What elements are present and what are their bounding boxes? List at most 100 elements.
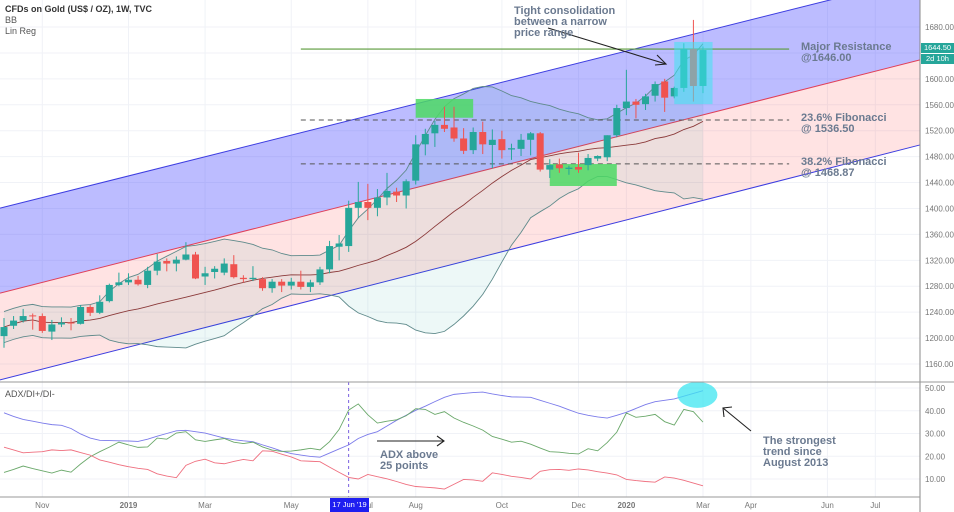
candle-body [364,202,372,208]
time-tick-label: May [284,501,299,510]
time-tick-label: 2019 [120,501,138,510]
series-diplus [3,403,704,474]
arrow-adx-head [436,435,445,447]
candle-body [278,281,286,286]
channel-middle-line [0,59,921,294]
candle-body [575,167,582,170]
time-tick-label: Mar [696,501,710,510]
candle-body [603,135,611,158]
candle-body [479,132,487,145]
annotation-fib236: 23.6% Fibonacci @ 1536.50 [801,112,887,135]
annotation-fib382: 38.2% Fibonacci @ 1468.87 [801,156,887,179]
time-tick-label: Jun [821,501,834,510]
annotation-adx: ADX above 25 points [380,449,439,472]
arrow-trend [722,407,752,432]
annotation-arrows [377,27,752,447]
time-tick-label: Oct [496,501,509,510]
candle-body [383,190,391,198]
candle-body [86,306,94,313]
bb-basis [3,121,704,328]
candle-body [402,181,410,196]
adx-tick-label: 30.00 [925,430,946,439]
adx-tick-label: 50.00 [925,384,946,393]
candle-body [105,284,113,302]
crosshair-date-label: 17 Jun '19 [330,498,369,512]
candle-body [67,322,75,324]
price-tick-label: 1520.00 [925,127,954,136]
price-tick-label: 1560.00 [925,101,954,110]
channel-lower-line [0,144,921,381]
time-tick-label: Jul [870,501,880,510]
symbol-title: CFDs on Gold (US$ / OZ), 1W, TVC [5,4,153,14]
series-diminus [3,446,704,490]
candle-body [134,279,142,285]
candle-body [498,139,506,151]
candle-body [230,264,238,278]
candle-body [57,322,65,325]
candle-body [527,133,535,140]
price-tick-label: 1200.00 [925,334,954,343]
candle-body [345,207,353,247]
bar-countdown: 2d 10h [921,53,954,64]
candle-body [201,273,209,277]
last-price: 1644.50 [923,43,952,52]
candle-body [144,270,152,285]
candle-body [211,268,219,272]
price-tick-label: 1480.00 [925,153,954,162]
price-tick-label: 1280.00 [925,282,954,291]
candle-body [297,281,305,287]
candle-body [220,263,228,273]
adx-panel [3,381,718,497]
time-tick-label: Mar [198,501,212,510]
candle-body [48,324,56,332]
annotation-resistance: Major Resistance @1646.00 [801,41,892,64]
candle-body [517,139,525,149]
adx-tick-label: 20.00 [925,452,946,461]
candle-body [182,254,190,260]
highlight-box [549,164,617,186]
series-adx [3,390,704,458]
candle-body [306,282,314,287]
price-tick-label: 1320.00 [925,256,954,265]
candle-body [259,279,267,289]
candle-body [622,101,630,109]
arrow-trend-head [722,406,733,418]
time-tick-label: 2020 [617,501,635,510]
candle-body [431,124,439,134]
candle-body [651,84,659,96]
candle-body [507,148,515,150]
indicator-linreg[interactable]: Lin Reg [5,26,37,36]
candle-body [661,81,669,98]
candle-body [460,138,468,151]
price-tick-label: 1400.00 [925,204,954,213]
time-tick-label: Aug [409,501,423,510]
candle-body [450,127,458,139]
candle-body [536,133,544,170]
candle-body [0,327,8,337]
adx-legend[interactable]: ADX/DI+/DI- [5,389,55,399]
annotation-trend: The strongest trend since August 2013 [763,435,836,469]
candle-body [469,132,477,151]
candle-body [249,277,257,280]
candle-body [287,281,295,286]
candle-body [29,315,37,317]
time-tick-label: Apr [745,501,758,510]
candle-body [412,144,420,181]
candle-body [115,282,123,285]
candle-body [488,139,496,145]
grid [0,0,920,497]
candle-body [239,277,247,280]
annotation-consolidation: Tight consolidation between a narrow pri… [514,5,616,39]
indicator-bb[interactable]: BB [5,15,18,25]
candle-body [584,157,592,166]
candle-body [373,197,381,208]
time-tick-label: Nov [35,501,49,510]
price-tick-label: 1600.00 [925,75,954,84]
adx-highlight-ellipse [677,381,718,408]
candle-body [153,261,161,271]
consolidation-box [674,41,713,105]
highlight-box [674,41,713,105]
last-price-marker: 1644.50 2d 10h [921,43,954,64]
candle-body [440,124,448,129]
